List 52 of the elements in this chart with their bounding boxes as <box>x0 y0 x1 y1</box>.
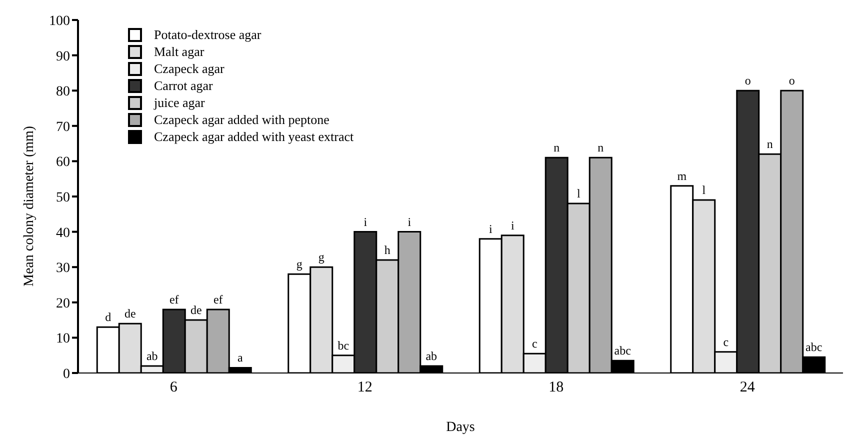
data-label: a <box>237 350 244 365</box>
data-label: i <box>510 218 515 232</box>
data-label: d <box>105 310 112 324</box>
legend-label: Czapeck agar added with peptone <box>154 112 330 128</box>
data-label: g <box>318 250 324 264</box>
data-label: c <box>532 336 538 351</box>
y-tick-label: 100 <box>49 14 70 29</box>
legend-label: Potato-dextrose agar <box>154 26 262 42</box>
data-label: ab <box>146 348 158 363</box>
x-tick-label: 24 <box>740 380 756 396</box>
y-tick-label: 10 <box>56 332 70 347</box>
data-label: c <box>723 334 729 349</box>
data-label: de <box>190 303 202 318</box>
data-label: i <box>364 214 368 229</box>
data-label: l <box>702 183 706 198</box>
data-label: n <box>766 137 773 152</box>
data-label: m <box>677 168 688 183</box>
legend-label: Czapeck agar added with yeast extract <box>154 128 354 144</box>
data-label: i <box>408 214 412 229</box>
data-label: abc <box>806 340 822 354</box>
legend-label: Carrot agar <box>154 78 213 94</box>
y-tick-label: 60 <box>56 155 70 170</box>
y-tick-label: 80 <box>56 84 70 100</box>
y-axis-title: Mean colony diameter (mm) <box>22 126 37 286</box>
x-tick-label: 12 <box>357 380 372 396</box>
legend-label: Czapeck agar <box>154 60 224 76</box>
legend-label: juice agar <box>154 94 205 110</box>
y-tick-label: 0 <box>63 366 70 382</box>
data-label: o <box>788 74 795 88</box>
data-label: ef <box>213 292 223 306</box>
y-tick-label: 90 <box>56 49 70 64</box>
x-axis-title: Days <box>446 420 475 435</box>
data-label: ab <box>426 348 438 363</box>
data-label: n <box>598 140 604 155</box>
x-tick-label: 6 <box>170 380 178 396</box>
legend-label: Malt agar <box>154 44 204 60</box>
y-tick-label: 30 <box>56 261 70 276</box>
x-tick-label: 18 <box>548 380 564 396</box>
data-label: i <box>488 222 493 236</box>
y-tick-label: 50 <box>56 190 70 206</box>
data-label: abc <box>614 344 631 358</box>
data-label: bc <box>338 338 350 352</box>
data-label: n <box>554 140 560 155</box>
data-label: ef <box>169 292 179 306</box>
data-label: h <box>384 243 390 258</box>
y-tick-label: 40 <box>56 226 70 241</box>
y-tick-label: 70 <box>56 120 70 135</box>
y-tick-label: 20 <box>56 296 70 312</box>
data-label: de <box>124 306 136 321</box>
data-label: o <box>744 74 751 88</box>
data-label: g <box>296 257 302 272</box>
data-label: l <box>576 186 581 201</box>
